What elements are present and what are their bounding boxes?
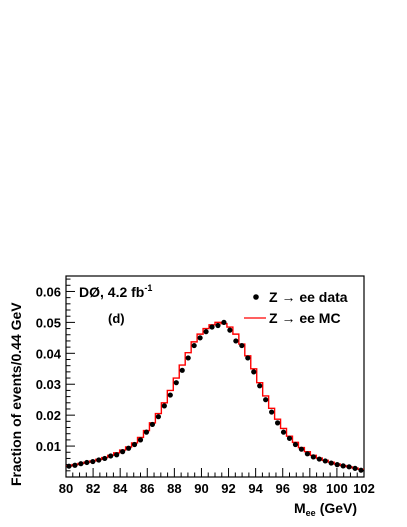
- data-point: [298, 446, 305, 452]
- data-point: [239, 342, 245, 349]
- data-point: [137, 437, 144, 443]
- x-tick-label: 100: [326, 481, 348, 496]
- data-point: [108, 453, 114, 459]
- data-point: [352, 465, 358, 471]
- experiment-label: DØ, 4.2 fb-1: [79, 283, 152, 300]
- data-point: [340, 463, 346, 469]
- axis-ticks: 80 82 84 86 88 90 92 94 96 98 100 102 0.01 0.02 0.03 0.…: [36, 278, 375, 496]
- y-tick-label: 0.02: [36, 408, 61, 423]
- x-tick-label: 80: [59, 481, 73, 496]
- y-tick-label: 0.06: [36, 284, 61, 299]
- data-point: [257, 383, 263, 389]
- data-point: [227, 327, 233, 333]
- data-point: [251, 369, 257, 375]
- y-axis-label: Fraction of events/0.44 GeV: [8, 302, 24, 486]
- x-tick-label: 98: [303, 481, 317, 496]
- data-point: [280, 429, 287, 435]
- data-point: [221, 319, 227, 325]
- plot-frame: [65, 275, 365, 478]
- x-tick-label: 82: [86, 481, 100, 496]
- data-point: [203, 329, 209, 335]
- x-tick-label: 94: [248, 481, 263, 496]
- x-tick-label: 102: [353, 481, 375, 496]
- data-point: [96, 457, 102, 463]
- data-point: [155, 414, 161, 420]
- data-point: [179, 367, 185, 373]
- data-point: [263, 397, 269, 403]
- y-tick-label: 0.05: [36, 315, 61, 330]
- data-point: [209, 324, 215, 330]
- data-point: [310, 454, 316, 460]
- legend-data-marker: [253, 294, 259, 300]
- data-point: [304, 451, 310, 457]
- data-point: [114, 452, 120, 458]
- data-point: [346, 464, 352, 470]
- data-point: [173, 380, 179, 386]
- data-point: [197, 335, 203, 341]
- data-point: [292, 441, 299, 448]
- data-point: [185, 355, 191, 361]
- data-point: [72, 462, 78, 468]
- data-point: [316, 456, 322, 462]
- x-tick-label: 90: [194, 481, 208, 496]
- x-tick-label: 92: [221, 481, 235, 496]
- data-point: [149, 421, 156, 428]
- x-tick-label: 96: [275, 481, 289, 496]
- panel-label: (d): [108, 311, 125, 326]
- data-point: [125, 445, 132, 451]
- data-point: [161, 403, 167, 409]
- legend-data-label: Z → ee data: [269, 289, 348, 305]
- y-tick-label: 0.03: [36, 377, 61, 392]
- x-tick-label: 86: [140, 481, 154, 496]
- data-point: [131, 441, 138, 448]
- data-point: [191, 342, 197, 349]
- data-point: [358, 467, 364, 473]
- data-point: [245, 355, 251, 361]
- data-point: [143, 429, 150, 435]
- data-point: [233, 338, 239, 344]
- data-point: [328, 460, 334, 466]
- data-point: [334, 462, 340, 468]
- data-point: [215, 322, 221, 329]
- y-tick-label: 0.01: [36, 439, 61, 454]
- data-point: [269, 409, 275, 415]
- data-point: [102, 455, 108, 462]
- legend-mc-label: Z → ee MC: [269, 310, 341, 326]
- data-point: [322, 458, 328, 464]
- mc-step-line: [66, 321, 364, 470]
- data-point: [274, 420, 281, 426]
- data-point: [66, 463, 72, 469]
- data-point: [120, 449, 126, 455]
- data-point: [84, 459, 90, 466]
- x-tick-label: 88: [167, 481, 181, 496]
- y-tick-label: 0.04: [36, 346, 62, 361]
- x-axis-label: Mee (GeV): [294, 500, 357, 518]
- data-point: [78, 461, 84, 467]
- data-point: [286, 435, 293, 441]
- data-point: [167, 392, 173, 398]
- x-tick-label: 84: [113, 481, 128, 496]
- mc-series: [66, 321, 364, 470]
- data-point: [90, 458, 96, 465]
- data-series: [66, 319, 364, 473]
